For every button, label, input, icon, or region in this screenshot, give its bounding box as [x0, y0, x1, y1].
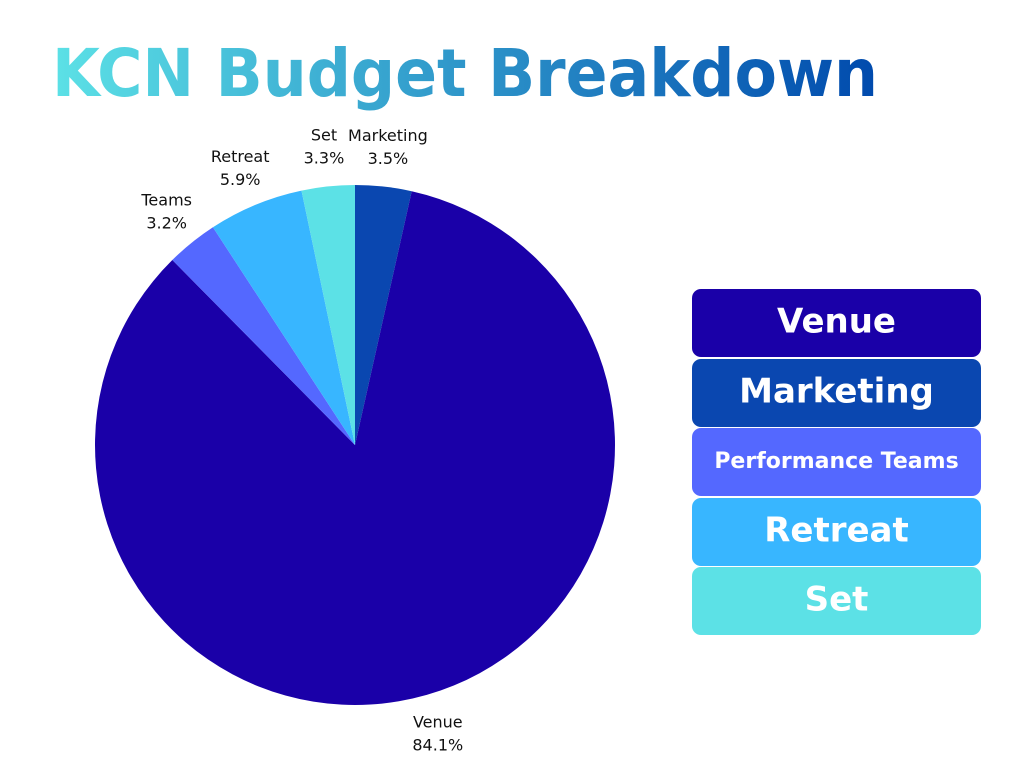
slice-value-label: 3.3%	[304, 149, 345, 168]
legend-label: Marketing	[739, 372, 934, 412]
slice-value-label: 5.9%	[220, 170, 261, 189]
legend-swatch	[692, 359, 981, 427]
slice-value-label: 84.1%	[412, 735, 463, 754]
legend-swatch	[692, 428, 981, 496]
legend-swatch	[692, 498, 981, 566]
slice-label: Teams	[140, 190, 192, 209]
slice-label: Venue	[413, 712, 463, 731]
pie-slice	[355, 185, 412, 445]
chart-title: KCN Budget Breakdown	[52, 35, 878, 112]
slice-value-label: 3.2%	[146, 213, 187, 232]
slice-label: Marketing	[348, 126, 428, 145]
slice-label: Set	[311, 126, 337, 145]
legend-swatch	[692, 289, 981, 357]
legend-label: Set	[805, 580, 869, 620]
pie-slice	[212, 190, 355, 445]
legend-label: Retreat	[764, 511, 909, 551]
pie-slice	[301, 185, 355, 445]
legend-swatch	[692, 567, 981, 635]
slice-label: Retreat	[211, 147, 270, 166]
slice-value-label: 3.5%	[368, 149, 409, 168]
pie-slice	[95, 191, 616, 706]
legend-label: Performance Teams	[714, 449, 958, 474]
pie-slice	[172, 227, 355, 445]
legend-label: Venue	[777, 302, 896, 342]
